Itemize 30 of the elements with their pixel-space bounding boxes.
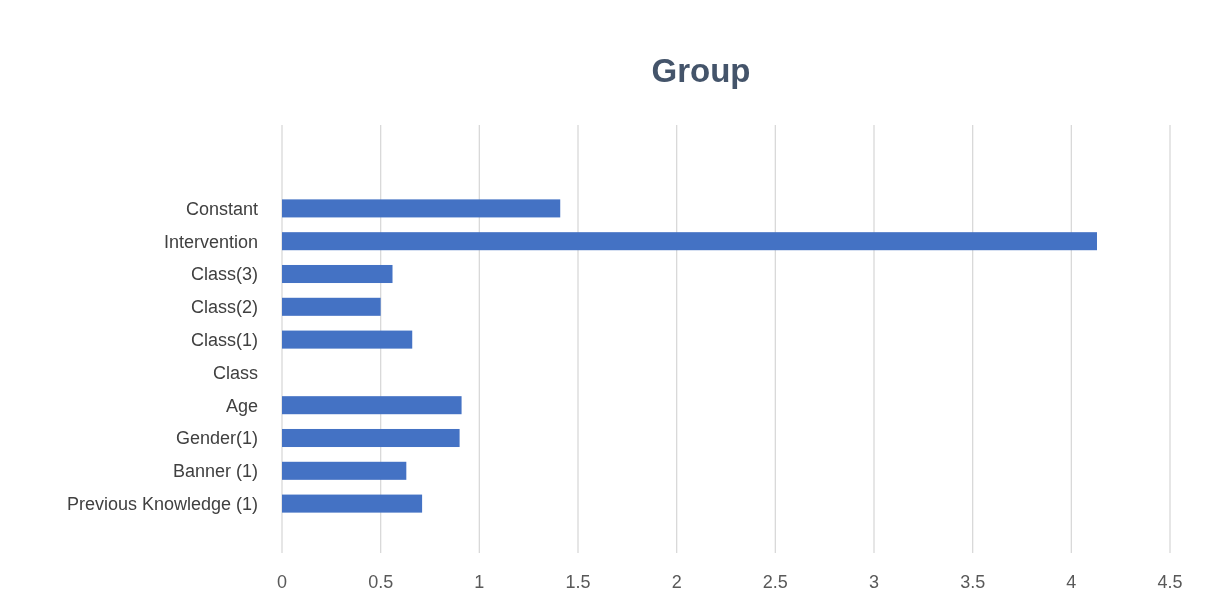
bar	[282, 494, 423, 513]
y-tick-label: Banner (1)	[172, 461, 258, 482]
x-tick-label: 4.5	[1157, 572, 1183, 592]
bar	[282, 330, 413, 349]
x-tick-label: 3.5	[960, 572, 986, 592]
bar	[282, 264, 393, 284]
y-tick-label: Age	[225, 395, 258, 416]
x-tick-label: 3	[868, 572, 880, 592]
y-tick-label: Constant	[185, 198, 258, 219]
bar	[282, 428, 460, 448]
bar	[282, 461, 407, 480]
y-tick-label: Class(1)	[190, 329, 258, 350]
y-tick-label: Intervention	[163, 231, 258, 252]
y-tick-label: Previous Knowledge (1)	[66, 493, 258, 514]
y-tick-label: Class(2)	[190, 297, 258, 318]
x-tick-label: 1.5	[565, 572, 591, 592]
y-tick-label: Class(3)	[190, 264, 258, 285]
bar	[282, 297, 381, 316]
bar	[282, 396, 462, 415]
x-tick-label: 2	[671, 572, 682, 592]
x-tick-label: 0	[276, 572, 288, 592]
x-tick-label: 4	[1066, 572, 1077, 592]
y-tick-label: Class	[212, 362, 258, 383]
x-tick-label: 2.5	[762, 572, 788, 592]
x-tick-label: 0.5	[368, 572, 394, 592]
x-tick-label: 1	[474, 572, 485, 592]
bar	[282, 232, 1097, 251]
bar	[282, 199, 561, 218]
chart-title: Group	[651, 52, 751, 89]
y-tick-label: Gender(1)	[175, 428, 258, 449]
